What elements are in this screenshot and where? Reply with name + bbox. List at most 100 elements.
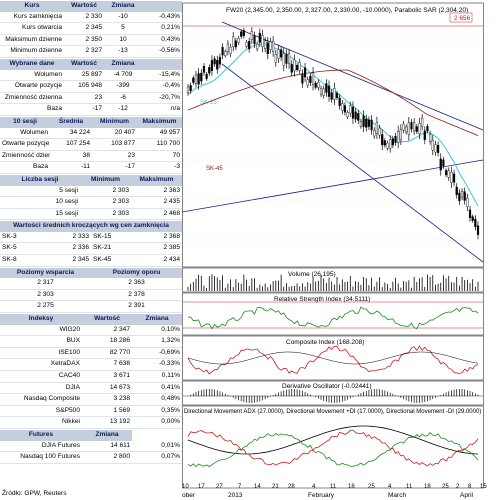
table-cell: ISE100: [0, 347, 82, 360]
table-header: Liczba sesji Minimum Maksimum: [0, 173, 182, 186]
composite-title: Composite Index (168.208): [286, 339, 364, 346]
table-cell: 2 368: [137, 231, 182, 244]
price-candle: [319, 88, 323, 95]
price-candle: [248, 41, 251, 50]
day-tick-label: 18: [424, 484, 431, 490]
table-cell: 13 192: [82, 416, 132, 429]
table-cell: Zmienność dzienna: [0, 92, 64, 105]
price-candle: [399, 129, 402, 141]
price-candle: [277, 49, 280, 59]
composite-frame: [182, 335, 484, 381]
price-candle: [245, 41, 248, 47]
table-cell: 2 378: [91, 289, 182, 302]
day-tick-label: 7: [238, 484, 242, 490]
axis-label-april: April: [460, 492, 474, 499]
quotes-panel: Kurs Wartość Zmiana Kurs zamknięcia 2 330 -10…: [0, 0, 182, 500]
table-cell: 103 877: [92, 138, 137, 151]
table-row: SK-8 2 345 SK-45 2 434: [0, 254, 182, 267]
table-cell: Otwarte pozycje: [0, 138, 50, 151]
table-row: Wolumen 25 897 -4 709 -15,4%: [0, 69, 182, 82]
table-row: XetraDAX 7 638 -0,33%: [0, 358, 182, 371]
table-cell: 0,07%: [132, 451, 182, 464]
table-cell: 7 638: [82, 358, 132, 371]
price-candle: [264, 40, 267, 49]
table-cell: 10 sesji: [0, 196, 80, 209]
table-row: Zmienność dzienna 23 -6 -20,7%: [0, 92, 182, 105]
day-tick-label: 17: [198, 484, 205, 490]
price-candle: [447, 170, 450, 178]
price-candle: [282, 53, 285, 66]
table-header: Poziomy wsparcia Poziomy oporu: [0, 266, 182, 279]
dm-frame: [182, 405, 484, 489]
table-row: BUX 18 286 1,32%: [0, 335, 182, 348]
table-cell: 2 350: [64, 34, 104, 47]
table-cell: 23: [92, 150, 137, 163]
table-cell: 5 sesji: [0, 185, 80, 198]
price-candle: [405, 126, 408, 133]
table-cell: 0,11%: [132, 370, 182, 383]
price-candle: [306, 79, 309, 86]
rsi-frame: [182, 292, 484, 336]
table-cell: 2 303: [80, 196, 131, 209]
table-cell: -11: [50, 161, 92, 174]
header-cell: Futures: [0, 428, 82, 441]
table-row: Zmienność dzienna382370: [0, 150, 182, 163]
price-candle: [208, 67, 211, 74]
table-row: Otwarte pozycje 105 948 -399 -0,4%: [0, 80, 182, 93]
price-candle: [317, 81, 320, 88]
price-candle: [471, 216, 474, 221]
table-cell: 0,00%: [132, 416, 182, 429]
price-candle: [362, 115, 365, 127]
price-candle: [386, 142, 389, 149]
price-candle: [439, 158, 442, 171]
price-candle: [232, 36, 235, 47]
table-cell: 2 303: [80, 208, 131, 221]
price-candle: [431, 140, 434, 151]
price-candle: [311, 72, 315, 85]
price-candle: [224, 51, 227, 56]
table-cell: 3 238: [82, 393, 132, 406]
price-candle: [338, 97, 341, 106]
table-cell: 49 957: [137, 127, 182, 140]
price-candle: [394, 135, 397, 143]
table-header: 10 sesji Średnia Minimum Maksimum: [0, 115, 182, 128]
table-cell: 2 333: [46, 231, 91, 244]
table-row: Otwarte pozycje 107 254 103 877 110 700: [0, 138, 182, 151]
futures-table: Futures Zmiana DJIA Futures 14 611 0,01% Nasd…: [0, 428, 182, 464]
adx-line: [187, 425, 479, 455]
table-cell: 3 671: [82, 370, 132, 383]
minus-di-line: [187, 429, 479, 467]
table-cell: 2 317: [0, 278, 91, 290]
table-cell: 2 363: [131, 185, 182, 198]
table-cell: 2 275: [0, 300, 91, 314]
table-cell: 2 434: [137, 254, 182, 267]
table-cell: -20,7%: [142, 92, 182, 105]
day-tick-label: 14: [254, 484, 261, 490]
table-row: 5 sesji 2 303 2 363: [0, 185, 182, 198]
price-candle: [298, 62, 301, 71]
table-cell: SK-3: [0, 231, 46, 244]
table-cell: 2 345: [46, 254, 91, 267]
header-cell: Średnia: [50, 115, 92, 128]
table-cell: -4 709: [104, 69, 142, 82]
price-candle: [229, 46, 232, 55]
price-candle: [186, 86, 190, 94]
table-cell: 2 363: [91, 278, 182, 290]
main-chart-title: FW20 (2,345.00, 2,350.00, 2,327.00, 2,33…: [226, 7, 468, 14]
table-cell: Kurs zamknięcia: [0, 11, 64, 24]
header-cell: Wybrane dane: [0, 57, 64, 70]
table-cell: S&P500: [0, 405, 82, 418]
price-candle: [444, 170, 448, 176]
table-cell: 1,32%: [132, 335, 182, 348]
price-candle: [383, 140, 386, 146]
price-candle: [234, 40, 237, 48]
table-cell: -0,56%: [142, 45, 182, 58]
price-candle: [221, 47, 224, 56]
table-cell: 70: [137, 150, 182, 163]
table-cell: -17: [64, 103, 104, 116]
table-cell: 2 347: [82, 324, 132, 337]
price-candle: [194, 74, 198, 84]
volume-frame: [182, 267, 484, 293]
table-cell: XetraDAX: [0, 358, 82, 371]
price-candle: [373, 129, 376, 137]
